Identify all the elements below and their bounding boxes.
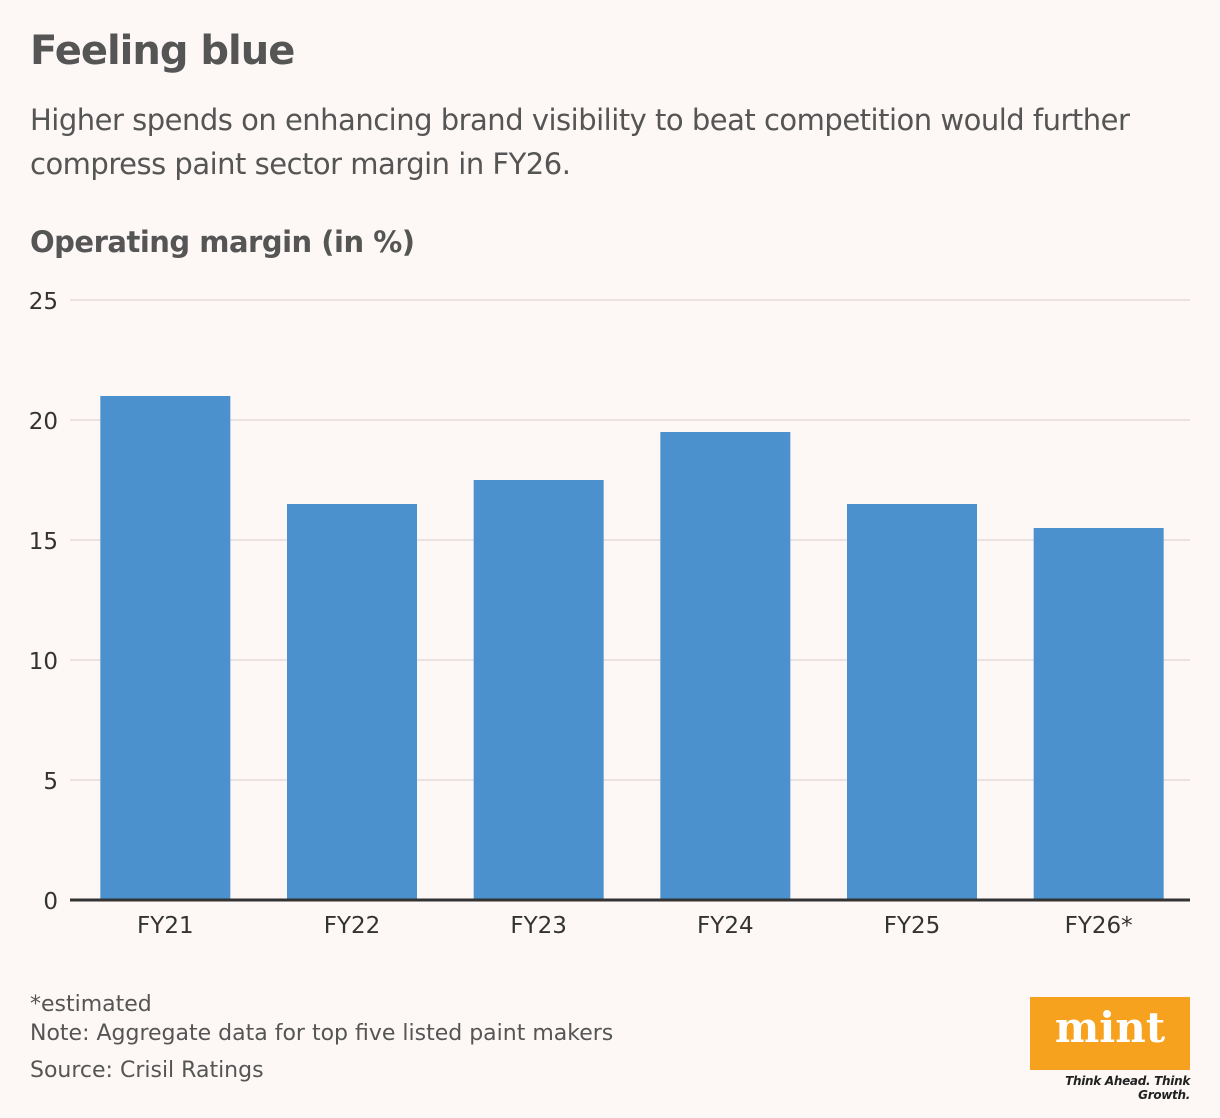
bar — [287, 504, 417, 900]
x-tick-label: FY22 — [324, 913, 381, 939]
chart-subtitle: Higher spends on enhancing brand visibil… — [30, 103, 1130, 181]
source-note: Source: Crisil Ratings — [30, 1058, 264, 1083]
mint-logo-text: mint — [1054, 1003, 1166, 1052]
bar — [473, 480, 604, 900]
x-tick-label: FY25 — [884, 913, 941, 939]
x-tick-label: FY24 — [697, 913, 754, 939]
bar-chart: 0 5 10 15 20 25 FY21 FY22 FY23 FY24 FY25 FY26* — [29, 289, 1190, 939]
y-tick-label: 10 — [29, 649, 58, 675]
y-tick-label: 25 — [29, 289, 58, 315]
chart-title: Feeling blue — [30, 28, 295, 74]
mint-logo: mint — [1030, 997, 1190, 1070]
aggregate-note: Note: Aggregate data for top five listed… — [30, 1021, 614, 1046]
x-tick-label: FY23 — [510, 913, 567, 939]
x-tick-label: FY21 — [137, 913, 194, 939]
bar — [847, 504, 977, 900]
brand-tagline: Think Ahead. Think Growth. — [1065, 1074, 1190, 1102]
x-tick-label: FY26* — [1065, 913, 1133, 939]
bar — [660, 432, 791, 900]
bar — [1033, 528, 1164, 900]
y-tick-label: 5 — [43, 769, 58, 795]
bar — [100, 396, 231, 900]
unit-label: Operating margin (in %) — [30, 225, 415, 259]
y-tick-label: 0 — [43, 889, 58, 915]
y-tick-label: 15 — [29, 529, 58, 555]
y-tick-label: 20 — [29, 409, 58, 435]
estimated-footnote: *estimated — [30, 992, 152, 1017]
